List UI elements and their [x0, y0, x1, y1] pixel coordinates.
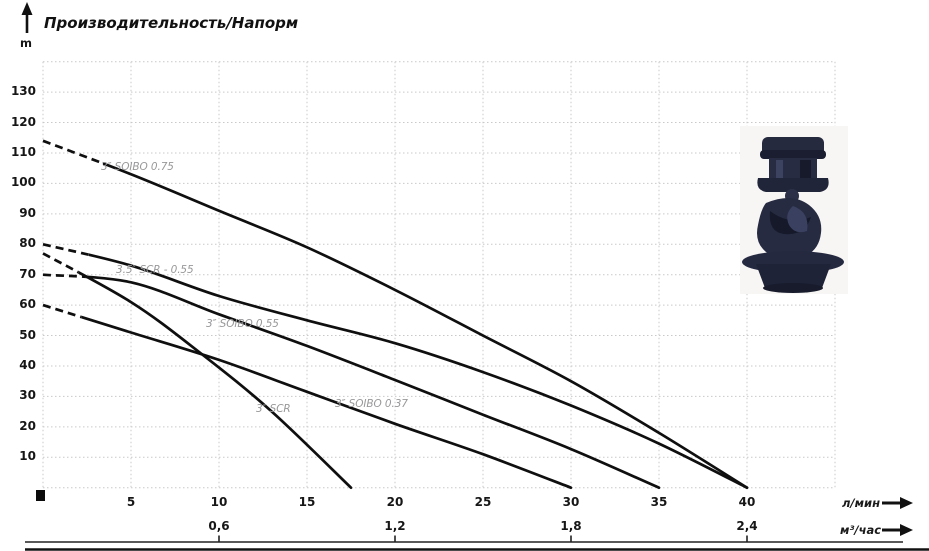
y-tick-label: 30 — [19, 388, 36, 403]
x-primary-unit: л/мин — [842, 496, 881, 510]
y-axis-arrow-icon — [21, 2, 33, 33]
x-tick-primary: 35 — [650, 495, 668, 509]
y-tick-label: 70 — [19, 266, 36, 281]
y-axis-unit: m — [20, 36, 32, 50]
curve-3″ SOIBO 0.75 — [102, 161, 749, 490]
origin-marker — [36, 490, 45, 501]
chart-title: Производительность/Напорм — [44, 14, 299, 32]
curve-3″ SOIBO 0.37 — [81, 315, 573, 490]
x-tick-primary: 10 — [210, 495, 228, 509]
curve-label: 3.5″ SCR - 0.55 — [116, 264, 194, 276]
curve-label: 3″ SCR — [256, 403, 291, 415]
x-tick-primary: 20 — [386, 495, 404, 509]
y-tick-label: 80 — [19, 236, 36, 251]
curves — [42, 139, 749, 490]
y-tick-label: 10 — [19, 449, 36, 464]
x-secondary-unit: м³/час — [840, 523, 882, 537]
y-tick-label: 60 — [19, 297, 36, 312]
y-tick-label: 130 — [10, 84, 36, 99]
y-tick-label: 100 — [10, 175, 36, 190]
y-tick-label: 40 — [19, 357, 36, 372]
x-tick-primary: 25 — [474, 495, 492, 509]
x-tick-primary: 40 — [738, 495, 756, 509]
x-tick-secondary: 1,8 — [560, 519, 582, 533]
x-secondary-arrow-icon — [882, 524, 913, 536]
curve-label: 3″ SOIBO 0.37 — [335, 398, 408, 410]
curve-3″ SOIBO 0.55 — [85, 275, 661, 490]
x-tick-primary: 5 — [126, 495, 136, 509]
x-tick-secondary: 0,6 — [208, 519, 230, 533]
pump-product-image — [740, 126, 848, 294]
curve-label: 3″ SOIBO 0.75 — [101, 161, 174, 173]
x-tick-primary: 30 — [562, 495, 580, 509]
x-tick-secondary: 2,4 — [736, 519, 758, 533]
x-tick-primary: 15 — [298, 495, 316, 509]
y-tick-label: 20 — [19, 418, 36, 433]
y-tick-label: 50 — [19, 327, 36, 342]
y-tick-label: 110 — [10, 144, 36, 159]
y-tick-label: 90 — [19, 205, 36, 220]
bottom-ruler — [25, 535, 929, 551]
y-tick-label: 120 — [10, 114, 36, 129]
curve-3.5″ SCR - 0.55 — [88, 253, 749, 490]
x-tick-secondary: 1,2 — [384, 519, 406, 533]
curve-dashed-3″ SOIBO 0.55 — [42, 273, 86, 279]
x-primary-arrow-icon — [882, 497, 913, 509]
curve-label: 3″ SOIBO 0.55 — [206, 318, 279, 330]
